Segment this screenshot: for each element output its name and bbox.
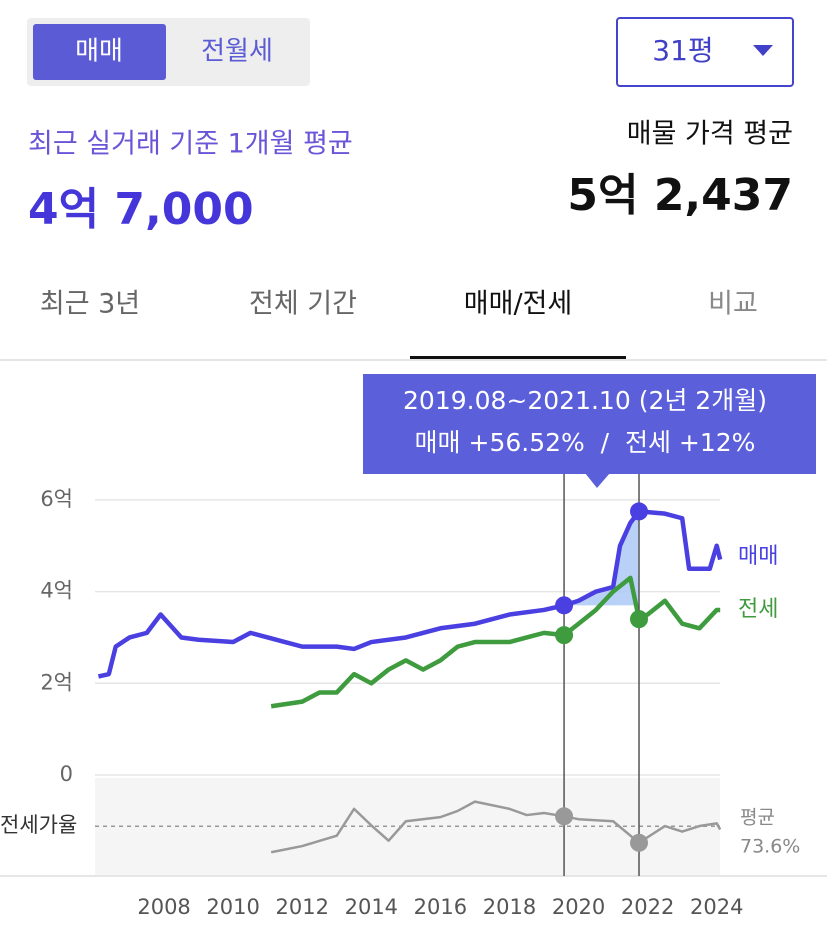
point-marker <box>630 833 649 852</box>
dropdown-arrow <box>753 45 773 56</box>
point-marker <box>630 610 649 629</box>
legend-entry: 매매 <box>738 544 778 569</box>
tab[interactable]: 매매/전세 <box>464 289 572 320</box>
average-title: 평균 <box>740 807 775 829</box>
size-value: 31평 <box>652 34 713 67</box>
tabs: 최근 3년 전체 기간 매매/전세 비교 <box>40 289 758 359</box>
x-tick-label: 2020 <box>552 895 605 919</box>
tab[interactable]: 전체 기간 <box>249 289 357 320</box>
series-line <box>97 509 723 679</box>
size-dropdown[interactable] <box>616 17 794 87</box>
tooltip <box>363 374 816 474</box>
ratio-line <box>270 800 722 854</box>
tab[interactable]: 최근 3년 <box>40 289 140 320</box>
recent-label: 최근 실거래 기준 1개월 평균 <box>28 129 353 160</box>
x-tick-label: 2022 <box>621 895 674 919</box>
toggle-option[interactable]: 매매 <box>75 37 123 67</box>
tooltip-pointer <box>585 473 610 488</box>
x-tick-label: 2008 <box>137 895 190 919</box>
x-tick-label: 2016 <box>414 895 467 919</box>
point-marker <box>630 502 649 521</box>
x-tick-label: 2018 <box>483 895 536 919</box>
ratio-label: 전세가율 <box>0 813 77 837</box>
legend-entry: 전세 <box>738 597 778 622</box>
x-tick-label: 2012 <box>276 895 329 919</box>
toggle-active[interactable] <box>33 24 166 80</box>
plot: 0 2억 4억 6억 2008 2010 2012 2014 2016 2018 2020 2022 2… <box>0 474 800 919</box>
x-tick-label: 2010 <box>206 895 259 919</box>
point-marker <box>555 626 574 645</box>
tab-underline <box>410 356 626 359</box>
tooltip-line: 2019.08~2021.10 (2년 2개월) <box>403 386 767 415</box>
y-tick-label: 2억 <box>40 670 73 694</box>
point-marker <box>555 807 574 826</box>
highlight-area <box>564 511 640 606</box>
listing-value: 5억 2,437 <box>567 170 793 221</box>
listing-label: 매물 가격 평균 <box>627 119 793 150</box>
recent-value: 4억 7,000 <box>28 184 254 235</box>
point-marker <box>555 596 574 615</box>
average-label: 73.6% <box>740 836 800 858</box>
toggle-option[interactable]: 전월세 <box>201 37 273 67</box>
x-tick-label: 2024 <box>690 895 743 919</box>
series-line <box>270 575 721 709</box>
tooltip-line: 매매 +56.52% / 전세 +12% <box>415 428 756 457</box>
y-tick-label: 6억 <box>40 487 73 511</box>
y-tick-label: 4억 <box>40 579 73 603</box>
tab[interactable]: 비교 <box>708 289 758 320</box>
x-tick-label: 2014 <box>345 895 398 919</box>
y-tick-label: 0 <box>60 762 73 786</box>
